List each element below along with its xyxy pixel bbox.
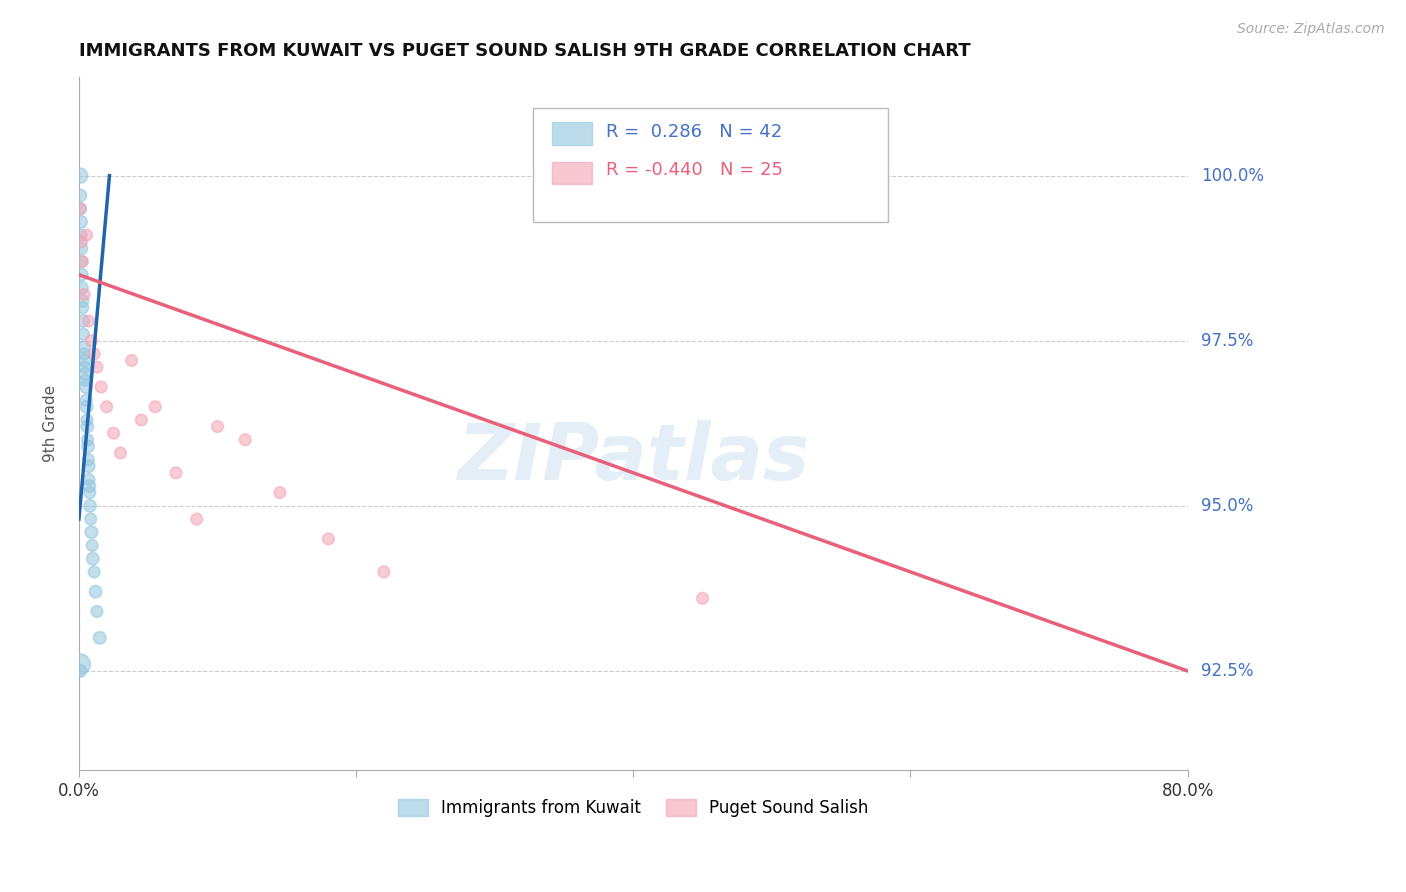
Point [73,340,96,354]
Point [83,347,105,361]
Text: 95.0%: 95.0% [1202,497,1254,515]
Point [77,452,100,467]
Point [121,353,143,368]
Text: 100.0%: 100.0% [1202,167,1264,185]
Point [79,479,101,493]
Point [76,228,98,243]
Point [75,373,97,387]
FancyBboxPatch shape [533,108,889,222]
Point [110,446,132,460]
Point [69,169,91,183]
Text: IMMIGRANTS FROM KUWAIT VS PUGET SOUND SALISH 9TH GRADE CORRELATION CHART: IMMIGRANTS FROM KUWAIT VS PUGET SOUND SA… [79,42,970,60]
Text: R =  0.286   N = 42: R = 0.286 N = 42 [606,123,782,141]
Point [77,459,100,474]
Point [373,565,395,579]
Point [186,512,208,526]
Point [70,228,93,243]
Point [90,380,112,394]
Point [76,419,98,434]
Point [79,499,101,513]
Point [73,347,96,361]
Point [77,439,100,453]
Point [77,472,100,486]
Point [69,202,91,216]
Point [84,584,107,599]
Point [79,485,101,500]
Point [70,215,93,229]
Point [82,551,104,566]
Point [72,301,94,315]
Text: ZIPatlas: ZIPatlas [457,420,810,496]
Text: R = -0.440   N = 25: R = -0.440 N = 25 [606,161,783,179]
Point [131,413,153,427]
Point [77,314,100,328]
Point [143,400,166,414]
Point [70,281,93,295]
Text: Source: ZipAtlas.com: Source: ZipAtlas.com [1237,22,1385,37]
Point [73,353,96,368]
Point [86,605,108,619]
Point [89,631,111,645]
Point [80,334,103,348]
Point [73,360,96,375]
Point [69,664,91,678]
Text: 97.5%: 97.5% [1202,332,1254,350]
Point [80,512,103,526]
Point [86,360,108,375]
Point [82,539,104,553]
Point [73,287,96,301]
Point [96,400,118,414]
Point [70,254,93,268]
Point [75,367,97,381]
Point [70,235,93,249]
Point [165,466,187,480]
Point [69,188,91,202]
Point [269,485,291,500]
Point [76,413,98,427]
Text: 92.5%: 92.5% [1202,662,1254,680]
Point [72,254,94,268]
Point [75,380,97,394]
Legend: Immigrants from Kuwait, Puget Sound Salish: Immigrants from Kuwait, Puget Sound Sali… [391,793,876,824]
Point [76,433,98,447]
Point [72,314,94,328]
Point [70,241,93,255]
Point [80,525,103,540]
Point [75,393,97,408]
Y-axis label: 9th Grade: 9th Grade [44,384,58,462]
Point [207,419,229,434]
Point [69,657,91,672]
Point [69,202,91,216]
Point [83,565,105,579]
Point [692,591,714,606]
Point [103,426,125,441]
Point [318,532,340,546]
FancyBboxPatch shape [553,122,592,145]
Point [76,400,98,414]
Point [72,327,94,342]
Point [72,294,94,309]
FancyBboxPatch shape [553,161,592,184]
Point [70,268,93,282]
Point [233,433,256,447]
